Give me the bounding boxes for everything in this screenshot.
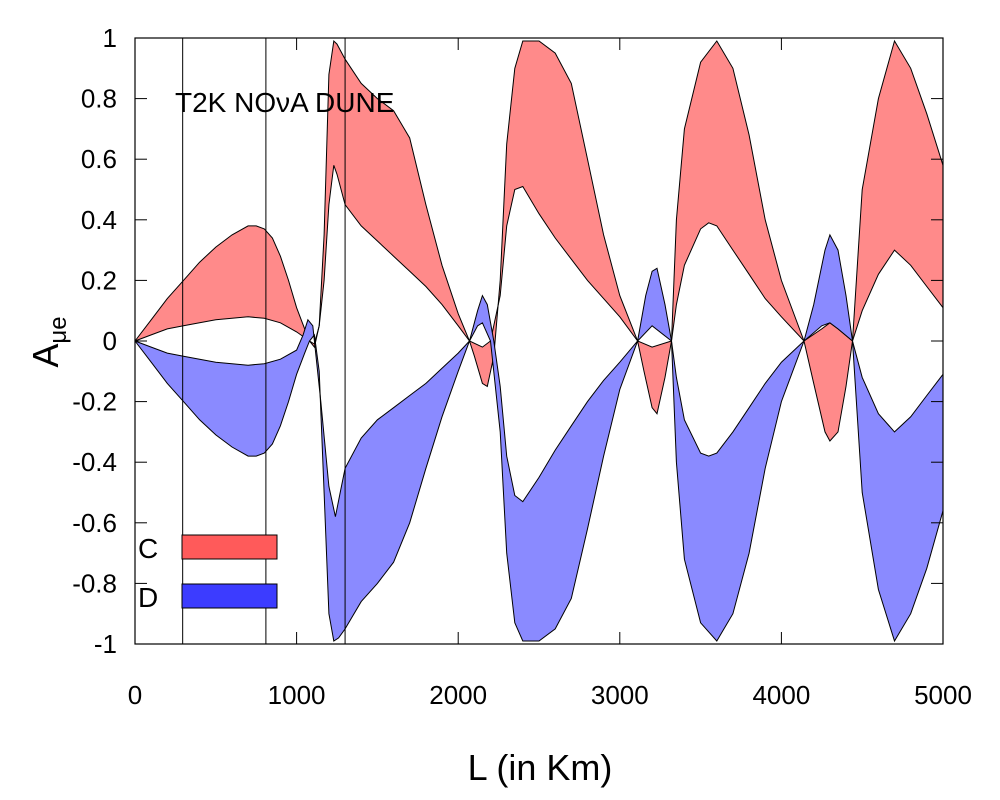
legend-swatch-c bbox=[181, 534, 278, 560]
band-c-upper-edge bbox=[134, 39, 944, 442]
x-tick-label: 1000 bbox=[268, 680, 326, 710]
legend-label-d: D bbox=[138, 582, 158, 613]
y-tick-label: 1 bbox=[103, 23, 117, 53]
y-tick-label: 0.4 bbox=[81, 205, 117, 235]
x-tick-label: 0 bbox=[128, 680, 142, 710]
band-c bbox=[135, 41, 943, 441]
y-tick-label: 0.8 bbox=[81, 84, 117, 114]
legend: C D bbox=[138, 533, 278, 613]
band-d-lower-edge bbox=[134, 322, 944, 643]
x-axis-title: L (in Km) bbox=[468, 747, 613, 788]
band-c-lower-edge bbox=[134, 165, 944, 348]
experiment-annotation: T2K NOνA DUNE bbox=[175, 87, 394, 118]
y-tick-label: -0.8 bbox=[72, 568, 117, 598]
x-tick-label: 3000 bbox=[591, 680, 649, 710]
legend-swatch-d bbox=[181, 583, 278, 609]
y-tick-label: -0.4 bbox=[72, 447, 117, 477]
bands-layer bbox=[134, 39, 944, 643]
x-tick-label: 5000 bbox=[914, 680, 972, 710]
y-tick-label: -1 bbox=[94, 629, 117, 659]
band-d-upper-edge bbox=[134, 233, 944, 517]
x-tick-label: 4000 bbox=[752, 680, 810, 710]
y-tick-label: -0.2 bbox=[72, 387, 117, 417]
y-tick-label: 0.2 bbox=[81, 265, 117, 295]
y-axis-title: Aμe bbox=[25, 316, 72, 367]
legend-label-c: C bbox=[138, 533, 158, 564]
y-axis-title-main: A bbox=[25, 344, 66, 368]
y-tick-label: 0 bbox=[103, 326, 117, 356]
x-tick-label: 2000 bbox=[429, 680, 487, 710]
y-axis-title-subscript: μe bbox=[45, 316, 72, 343]
ticks-layer bbox=[134, 37, 944, 645]
tick-labels-layer: 0 1000 2000 3000 4000 5000 -1 -0.8 -0.6 -0.4 -0.2 0… bbox=[72, 23, 972, 710]
y-tick-label: 0.6 bbox=[81, 144, 117, 174]
y-tick-label: -0.6 bbox=[72, 508, 117, 538]
band-d bbox=[135, 234, 943, 641]
